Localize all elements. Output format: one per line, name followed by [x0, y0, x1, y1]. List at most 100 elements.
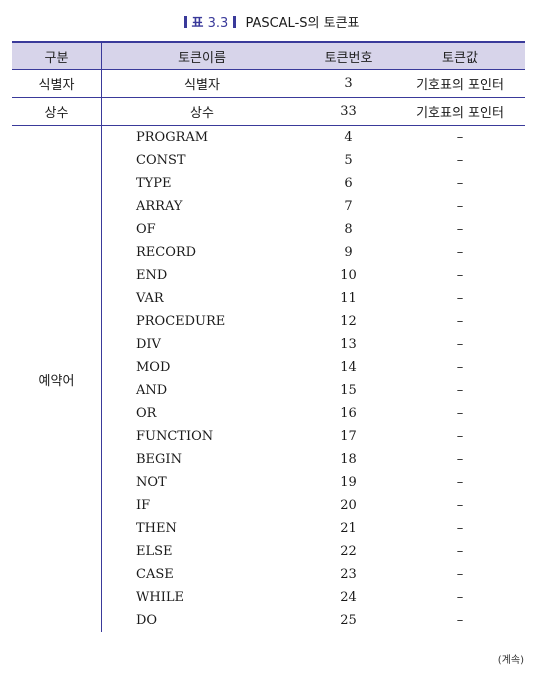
token-value-cell: – — [456, 567, 464, 582]
token-value-cell: – — [456, 383, 464, 398]
token-number-cell: 10 — [340, 268, 357, 283]
token-number-cell: 11 — [340, 291, 357, 306]
table-row: CONST 5 – — [12, 149, 525, 172]
continued-note: (계속) — [497, 655, 524, 666]
token-number-cell: 17 — [340, 429, 357, 444]
token-number-cell: 18 — [340, 452, 357, 467]
table-row: PROCEDURE 12 – — [12, 310, 525, 333]
token-value-cell: – — [456, 498, 464, 513]
category-cell: 상수 — [12, 97, 102, 126]
token-value-cell: – — [456, 590, 464, 605]
header-token-name: 토큰이름 — [101, 41, 302, 70]
category-cell-reserved: 예약어 — [12, 125, 102, 632]
token-value-cell: – — [456, 613, 464, 628]
token-value-cell: – — [456, 360, 464, 375]
token-name-cell: OR — [136, 406, 157, 421]
header-token-number: 토큰번호 — [302, 41, 395, 70]
header-row: 구분 토큰이름 토큰번호 토큰값 — [12, 41, 525, 70]
token-name-cell: DIV — [136, 337, 161, 352]
token-number-cell: 5 — [344, 153, 353, 168]
table-caption: 표 3.3 PASCAL-S의 토큰표 — [0, 12, 538, 31]
table-row: OF 8 – — [12, 218, 525, 241]
token-number-cell: 25 — [340, 613, 357, 628]
table-row: OR 16 – — [12, 402, 525, 425]
token-name-cell: 식별자 — [101, 69, 302, 98]
token-number-cell: 4 — [344, 130, 353, 145]
token-value-cell: – — [456, 521, 464, 536]
table-row: THEN 21 – — [12, 517, 525, 540]
table-row: VAR 11 – — [12, 287, 525, 310]
token-name-cell: IF — [136, 498, 151, 513]
token-number-cell: 8 — [344, 222, 353, 237]
token-name-cell: WHILE — [136, 590, 184, 605]
token-value-cell: 기호표의 포인터 — [395, 97, 525, 126]
caption-number: 3.3 — [207, 16, 229, 31]
token-name-cell: RECORD — [136, 245, 197, 260]
token-number-cell: 12 — [340, 314, 357, 329]
token-value-cell: – — [456, 475, 464, 490]
token-value-cell: – — [456, 429, 464, 444]
token-name-cell: AND — [136, 383, 168, 398]
table-row: TYPE 6 – — [12, 172, 525, 195]
token-number-cell: 16 — [340, 406, 357, 421]
token-table: 구분 토큰이름 토큰번호 토큰값 식별자 식별자 3 기호표의 포인터 상수 상… — [12, 41, 525, 632]
token-value-cell: – — [456, 544, 464, 559]
token-name-cell: MOD — [136, 360, 171, 375]
token-number-cell: 6 — [344, 176, 353, 191]
token-name-cell: CONST — [136, 153, 186, 168]
token-value-cell: – — [456, 153, 464, 168]
table-row: RECORD 9 – — [12, 241, 525, 264]
token-name-cell: PROCEDURE — [136, 314, 226, 329]
token-value-cell: – — [456, 130, 464, 145]
token-name-cell: ELSE — [136, 544, 173, 559]
table-row: NOT 19 – — [12, 471, 525, 494]
token-value-cell: – — [456, 222, 464, 237]
token-value-cell: – — [456, 406, 464, 421]
table-row: MOD 14 – — [12, 356, 525, 379]
token-number-cell: 13 — [340, 337, 357, 352]
token-number-cell: 22 — [340, 544, 357, 559]
caption-bar-left — [183, 16, 187, 28]
token-name-cell: DO — [136, 613, 158, 628]
category-cell: 식별자 — [12, 69, 102, 98]
table-row: IF 20 – — [12, 494, 525, 517]
caption-title: PASCAL-S의 토큰표 — [245, 16, 360, 31]
token-value-cell: – — [456, 199, 464, 214]
token-number-cell: 14 — [340, 360, 357, 375]
table-row: ARRAY 7 – — [12, 195, 525, 218]
token-name-cell: OF — [136, 222, 156, 237]
table-row: BEGIN 18 – — [12, 448, 525, 471]
token-value-cell: – — [456, 291, 464, 306]
token-number-cell: 19 — [340, 475, 357, 490]
table-row: DIV 13 – — [12, 333, 525, 356]
token-name-cell: THEN — [136, 521, 177, 536]
token-name-cell: VAR — [136, 291, 164, 306]
caption-bar-right — [233, 16, 237, 28]
token-value-cell: – — [456, 245, 464, 260]
token-number-cell: 7 — [344, 199, 353, 214]
table-row: ELSE 22 – — [12, 540, 525, 563]
table-row: 상수 상수 33 기호표의 포인터 — [12, 97, 525, 126]
token-value-cell: – — [456, 176, 464, 191]
token-value-cell: – — [456, 337, 464, 352]
token-value-cell: – — [456, 314, 464, 329]
token-name-cell: BEGIN — [136, 452, 182, 467]
table-row: FUNCTION 17 – — [12, 425, 525, 448]
table-row: CASE 23 – — [12, 563, 525, 586]
token-name-cell: CASE — [136, 567, 174, 582]
token-value-cell: 기호표의 포인터 — [395, 69, 525, 98]
token-name-cell: PROGRAM — [136, 130, 209, 145]
table-row: 예약어 PROGRAM 4 – — [12, 125, 525, 632]
caption-label: 표 — [191, 16, 204, 31]
table-row: 식별자 식별자 3 기호표의 포인터 — [12, 69, 525, 98]
header-token-value: 토큰값 — [395, 41, 525, 70]
table-row: WHILE 24 – — [12, 586, 525, 609]
token-value-cell: – — [456, 452, 464, 467]
table-row: DO 25 – — [12, 609, 525, 632]
token-number-cell: 9 — [344, 245, 353, 260]
token-number-cell: 21 — [340, 521, 357, 536]
token-number-cell: 15 — [340, 383, 357, 398]
token-name-cell: 상수 — [101, 97, 302, 126]
token-name-cell: FUNCTION — [136, 429, 214, 444]
token-name-cell: ARRAY — [136, 199, 183, 214]
